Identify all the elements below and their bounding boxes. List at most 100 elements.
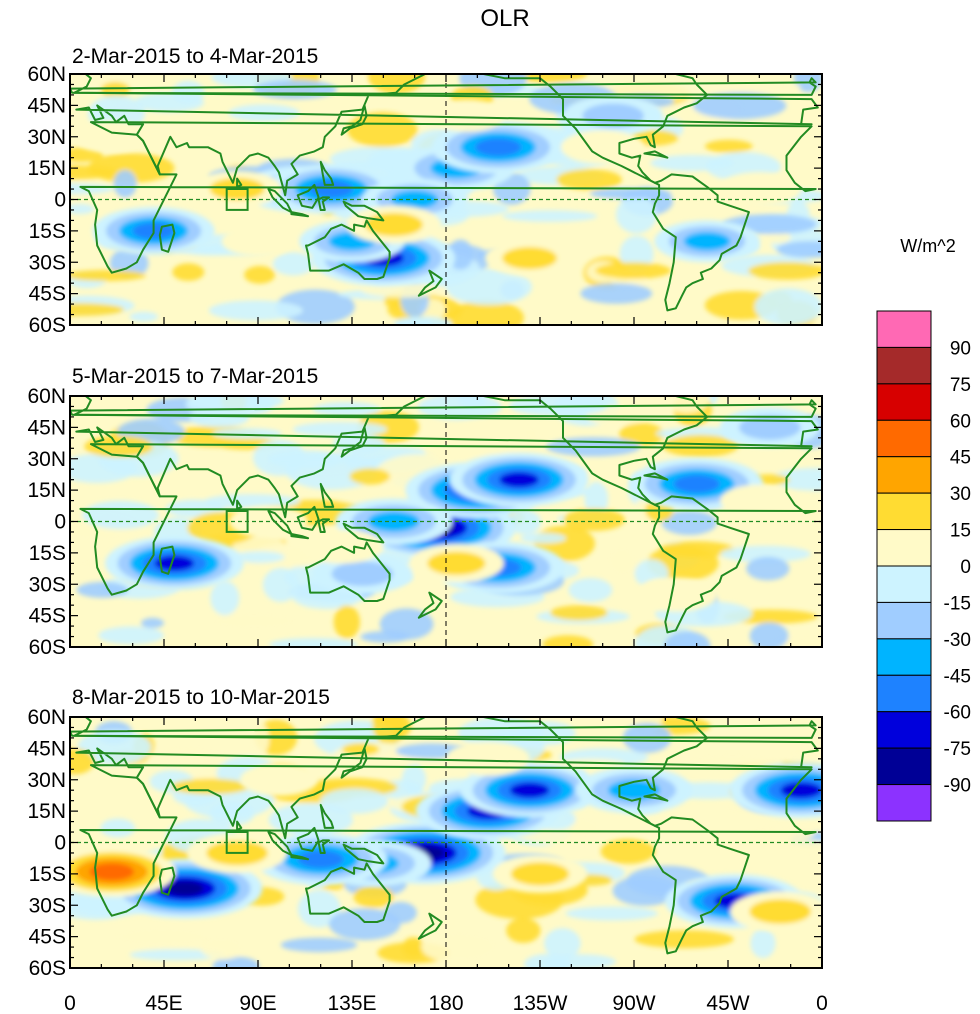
colorbar-label: -45 — [944, 666, 971, 687]
anomaly-blob — [269, 638, 358, 647]
anomaly-contour — [166, 881, 204, 896]
y-tick-label: 60S — [29, 314, 66, 337]
coastline — [342, 200, 385, 222]
anomaly-blob — [244, 265, 276, 284]
y-tick-label: 15S — [29, 220, 66, 243]
x-tick-label: 90E — [239, 992, 276, 1014]
ticks — [69, 716, 823, 969]
panel-2-map — [69, 395, 823, 648]
colorbar-label: -60 — [944, 703, 971, 724]
anomaly-contour — [446, 420, 530, 455]
anomaly-contour — [582, 103, 644, 129]
y-tick-label: 15S — [29, 542, 66, 565]
coastline — [706, 396, 735, 397]
anomaly-blob — [280, 937, 358, 953]
coastline — [643, 150, 669, 159]
anomaly-contour — [308, 180, 354, 198]
anomaly-blob — [748, 262, 822, 280]
anomaly-blob — [602, 74, 648, 82]
panel-3-subtitle: 8-Mar-2015 to 10-Mar-2015 — [72, 686, 330, 709]
colorbar-swatch — [876, 346, 932, 385]
anomaly-contour — [560, 130, 645, 165]
anomaly-blob — [556, 169, 622, 191]
anomaly-blob — [507, 74, 588, 83]
y-tick-label: 30N — [27, 126, 66, 149]
anomaly-blob — [448, 300, 524, 325]
anomaly-blob — [70, 165, 118, 180]
anomaly-blob — [556, 758, 625, 770]
anomaly-blob — [662, 434, 739, 457]
y-tick-label: 60S — [29, 957, 66, 980]
anomaly-contour — [72, 120, 151, 153]
anomaly-contour — [331, 561, 394, 587]
anomaly-blob — [563, 508, 625, 531]
colorbar-label: 0 — [960, 557, 971, 578]
x-tick-label: 135W — [513, 992, 568, 1014]
coastline — [236, 177, 243, 188]
coastline — [482, 717, 709, 827]
coastline — [236, 820, 243, 831]
anomaly-contour — [673, 474, 720, 493]
panel-1-y-tick-labels: 60N 45N 30N 15N 0 15S 30S 45S 60S — [27, 63, 66, 337]
y-tick-label: 30N — [27, 769, 66, 792]
colorbar-label: 30 — [950, 484, 971, 505]
anomaly-blob — [212, 428, 282, 439]
colorbar-swatch — [876, 529, 932, 567]
coastline — [305, 541, 391, 602]
colorbar-swatch — [876, 492, 932, 531]
anomaly-contour — [475, 138, 522, 157]
anomaly-blob — [210, 580, 240, 616]
anomaly-blob — [508, 509, 541, 535]
anomaly-blob — [262, 567, 299, 602]
colorbar-swatch — [876, 638, 932, 676]
anomaly-contour — [749, 899, 811, 924]
panel-3-map — [69, 716, 823, 969]
anomaly-contour — [739, 415, 801, 440]
colorbar-swatch — [876, 383, 932, 421]
coastline — [290, 533, 310, 540]
coastline — [340, 747, 368, 779]
coastline — [158, 223, 176, 253]
y-tick-label: 45S — [29, 283, 66, 306]
anomaly-blob — [506, 918, 541, 943]
anomaly-blob — [421, 930, 499, 963]
coastline — [236, 499, 243, 510]
coastline — [417, 591, 443, 619]
colorbar-swatch — [876, 565, 932, 603]
anomaly-blob — [272, 252, 314, 276]
colorbar: 90 75 60 45 30 15 0 -15 -30 -45 -60 -75 -90 — [876, 310, 971, 822]
panel-2-y-tick-labels: 60N 45N 30N 15N 0 15S 30S 45S 60S — [27, 385, 66, 659]
anomaly-blob — [357, 410, 420, 444]
colorbar-swatch — [876, 456, 932, 494]
anomaly-contour — [446, 741, 530, 776]
anomaly-blob — [129, 311, 159, 322]
anomaly-contour — [683, 232, 731, 251]
anomaly-contour — [499, 472, 539, 488]
coastline — [319, 160, 335, 186]
anomaly-blob — [100, 818, 136, 838]
anomaly-blob — [754, 288, 822, 325]
panel-1: 2-Mar-2015 to 4-Mar-2015 60N 45N 30N 15N 0 15… — [27, 45, 823, 337]
anomaly-blob — [590, 188, 672, 200]
ticks — [69, 73, 823, 326]
coastline — [317, 518, 330, 533]
anomaly-blob — [368, 74, 426, 94]
coastline — [70, 77, 817, 96]
coastline — [319, 482, 335, 508]
coastline — [79, 121, 817, 274]
anomaly-blob — [661, 510, 717, 535]
ticks — [69, 395, 823, 648]
anomaly-blob — [333, 605, 360, 639]
y-tick-label: 30S — [29, 894, 66, 917]
y-tick-label: 30S — [29, 573, 66, 596]
anomaly-blob — [520, 533, 566, 544]
coastline — [317, 196, 330, 211]
anomaly-contour — [634, 577, 718, 612]
anomaly-blob — [208, 300, 303, 321]
anomaly-blob — [341, 742, 380, 756]
anomaly-blob — [786, 840, 822, 857]
anomaly-blob — [320, 788, 389, 814]
y-tick-label: 45N — [27, 416, 66, 439]
coastline — [290, 854, 310, 861]
coastlines — [70, 74, 819, 312]
